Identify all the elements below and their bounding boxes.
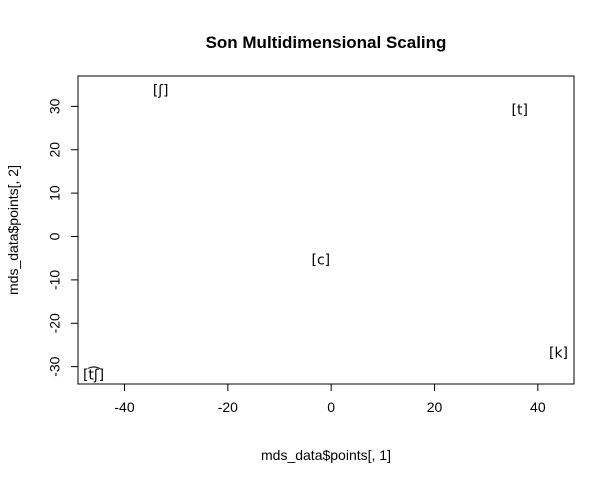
- y-axis-label: mds_data$points[, 2]: [5, 165, 21, 295]
- y-tick-label: -30: [47, 356, 63, 376]
- point-label: [t]: [512, 103, 528, 119]
- y-tick-label: -10: [47, 270, 63, 290]
- y-tick-label: 30: [47, 98, 63, 114]
- x-tick-label: 0: [327, 399, 335, 415]
- point-label: [t͡ʃ]: [83, 366, 104, 383]
- y-tick-label: -20: [47, 313, 63, 333]
- x-axis-ticks: -40 -20 0 20 40: [114, 384, 546, 415]
- chart-title: Son Multidimensional Scaling: [206, 33, 447, 52]
- point-label: [c]: [312, 252, 331, 268]
- point-label: [ʃ]: [153, 83, 169, 99]
- x-axis-label: mds_data$points[, 1]: [261, 447, 391, 463]
- plot-box: [77, 75, 575, 385]
- data-points: [ʃ] [t] [c] [k] [t͡ʃ]: [83, 83, 568, 383]
- y-tick-label: 20: [47, 142, 63, 158]
- y-axis-ticks: -30 -20 -10 0 10 20 30: [47, 98, 78, 377]
- x-tick-label: -40: [114, 399, 134, 415]
- x-tick-label: -20: [218, 399, 238, 415]
- y-tick-label: 10: [47, 185, 63, 201]
- point-label: [k]: [549, 346, 568, 362]
- x-tick-label: 40: [530, 399, 546, 415]
- x-tick-label: 20: [427, 399, 443, 415]
- y-tick-label: 0: [47, 232, 63, 240]
